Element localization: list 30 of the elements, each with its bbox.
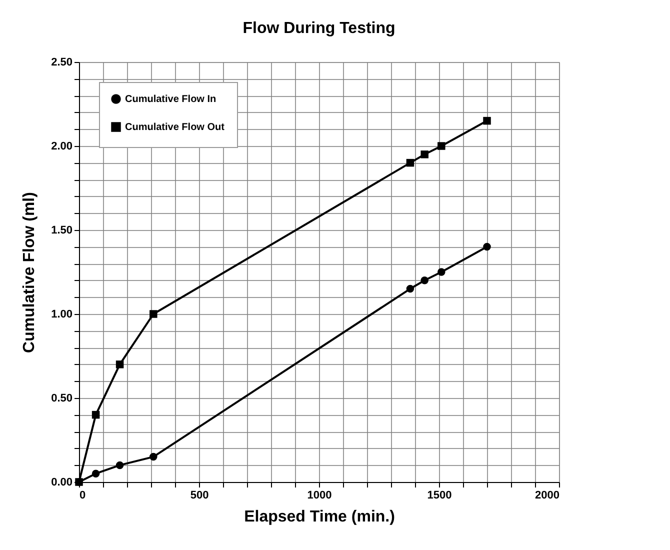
y-tick-label: 2.50 — [51, 56, 72, 68]
point — [483, 242, 491, 251]
y-tick-label: 1.50 — [51, 224, 72, 236]
point — [483, 116, 491, 125]
point — [92, 470, 100, 478]
y-tick-label: 2.00 — [51, 140, 72, 152]
y-tick-label: 0.50 — [51, 392, 72, 404]
y-tick-label: 0.00 — [51, 476, 72, 488]
x-tick-label: 2000 — [535, 490, 560, 502]
x-tick-label: 1000 — [307, 490, 332, 502]
point — [438, 142, 446, 150]
x-tick-label: 0 — [80, 490, 86, 502]
point — [92, 410, 100, 419]
point — [150, 310, 158, 318]
point — [406, 158, 414, 167]
legend-label: Cumulative Flow In — [125, 94, 216, 105]
point — [438, 268, 446, 276]
x-tick-label: 500 — [190, 490, 209, 502]
chart-title: Flow During Testing — [242, 20, 396, 37]
point — [116, 461, 124, 470]
point — [420, 150, 428, 158]
y-axis-title: Cumulative Flow (ml) — [21, 192, 38, 353]
x-tick-label: 1500 — [427, 490, 452, 502]
point — [406, 284, 414, 293]
y-tick-label: 1.00 — [51, 308, 72, 320]
point — [116, 360, 124, 368]
point — [420, 276, 428, 284]
x-axis-title: Elapsed Time (min.) — [244, 508, 395, 526]
legend-label: Cumulative Flow Out — [125, 122, 226, 133]
point — [150, 452, 158, 461]
